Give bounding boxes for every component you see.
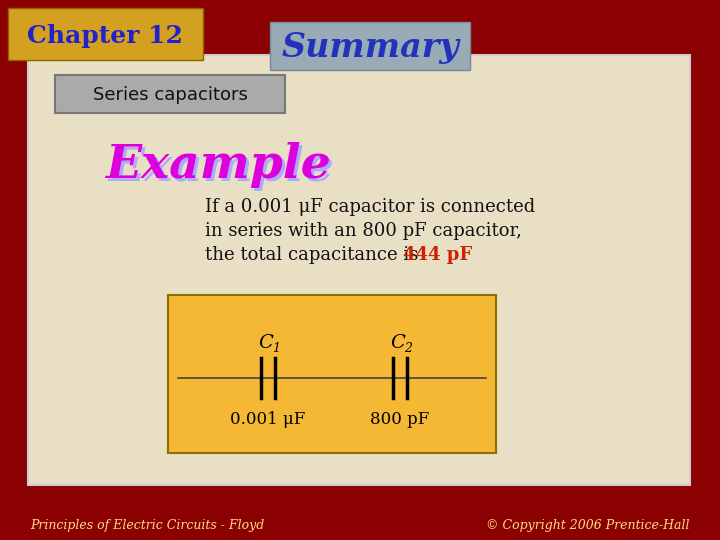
Text: 1: 1 [272,341,280,354]
Text: © Copyright 2006 Prentice-Hall: © Copyright 2006 Prentice-Hall [487,518,690,531]
Text: Example: Example [108,145,334,191]
Text: the total capacitance is: the total capacitance is [205,246,430,264]
Bar [168,295,496,453]
Text: in series with an 800 pF capacitor,: in series with an 800 pF capacitor, [205,222,522,240]
Text: C: C [258,334,274,352]
FancyBboxPatch shape [8,8,203,60]
Text: If a 0.001 μF capacitor is connected: If a 0.001 μF capacitor is connected [205,198,535,216]
Text: Example: Example [105,142,331,188]
Text: Chapter 12: Chapter 12 [27,24,183,48]
Text: C: C [390,334,405,352]
Text: Summary: Summary [281,30,459,64]
Text: 2: 2 [404,341,412,354]
Text: Principles of Electric Circuits - Floyd: Principles of Electric Circuits - Floyd [30,518,264,531]
FancyBboxPatch shape [55,75,285,113]
FancyBboxPatch shape [28,55,690,485]
Text: 800 pF: 800 pF [370,411,430,429]
Text: Series capacitors: Series capacitors [93,86,248,104]
Text: 444 pF: 444 pF [403,246,472,264]
FancyBboxPatch shape [270,22,470,70]
Text: 0.001 μF: 0.001 μF [230,411,306,429]
